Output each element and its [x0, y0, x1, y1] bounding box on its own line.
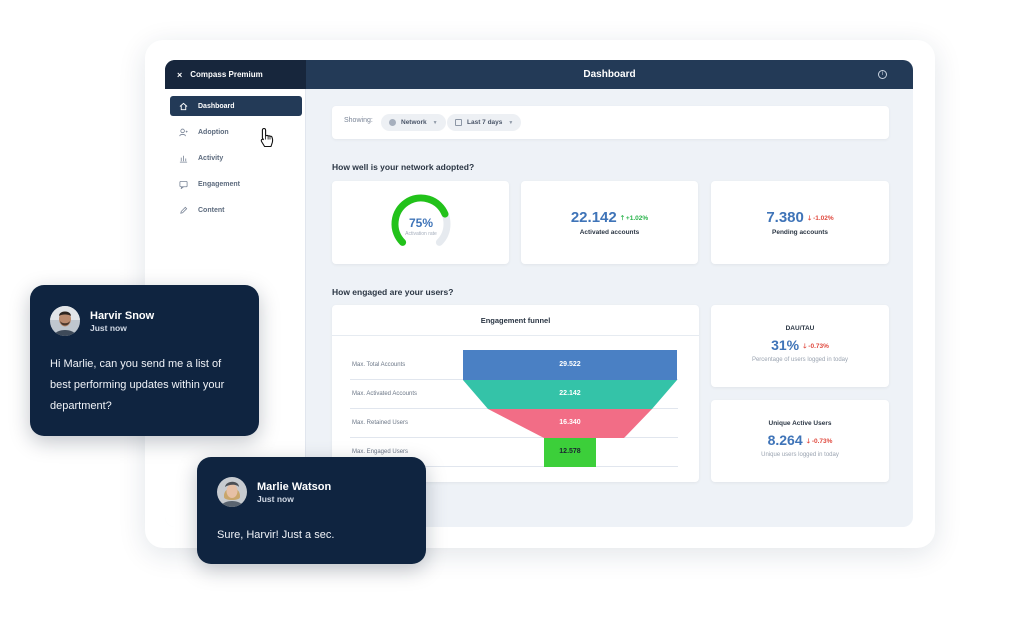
chat-message-harvir: Harvir Snow Just now Hi Marlie, can you …: [30, 285, 259, 436]
gauge-fill: [391, 194, 449, 246]
dau-title: DAU/TAU: [785, 325, 815, 332]
funnel-stage-retained: [488, 409, 652, 438]
chat-timestamp: Just now: [257, 494, 294, 504]
funnel-stage-activated: [463, 380, 677, 409]
engagement-funnel-card: Engagement funnel Max. Total Accounts Ma…: [332, 305, 699, 482]
pencil-icon: [179, 206, 188, 215]
funnel-stage-engaged: [544, 438, 596, 467]
period-filter-dropdown[interactable]: Last 7 days ▼: [447, 114, 522, 131]
sidebar-item-adoption[interactable]: Adoption: [170, 122, 302, 142]
funnel-stage-value: 22.142: [559, 390, 581, 397]
sidebar-item-label: Adoption: [198, 128, 229, 136]
uau-value: 8.264: [767, 432, 803, 448]
sidebar-item-dashboard[interactable]: Dashboard: [170, 96, 302, 116]
home-icon: [179, 102, 188, 111]
bar-chart-icon: [179, 154, 188, 163]
sidebar-item-label: Content: [198, 206, 225, 214]
close-icon[interactable]: ×: [177, 69, 183, 80]
gauge-label: Activation rate: [405, 231, 437, 237]
funnel-stage-label: Max. Retained Users: [352, 420, 409, 426]
uau-title: Unique Active Users: [768, 420, 832, 427]
funnel-stage-label: Max. Total Accounts: [352, 362, 406, 368]
activation-gauge: 75% Activation rate: [384, 190, 458, 256]
uau-metric: 8.264 🡓 -0.73%: [711, 432, 889, 450]
filter-bar: Showing: Network ▼ Last 7 days ▼: [332, 106, 889, 139]
dau-delta: 🡓 -0.73%: [803, 343, 829, 350]
activated-metric: 22.142 🡑 +1.02%: [521, 209, 698, 227]
uau-delta: 🡓 -0.73%: [806, 438, 833, 445]
showing-label: Showing:: [344, 117, 373, 124]
activated-delta: 🡑 +1.02%: [620, 215, 649, 222]
period-filter-label: Last 7 days: [467, 119, 503, 126]
brand-header: × Compass Premium: [165, 60, 306, 89]
funnel-title: Engagement funnel: [480, 316, 551, 325]
funnel-stage-value: 16.340: [559, 419, 581, 426]
avatar: [50, 306, 80, 336]
chat-sender-name: Harvir Snow: [90, 310, 155, 322]
activated-value: 22.142: [570, 209, 617, 226]
dau-tau-card: DAU/TAU 31% 🡓 -0.73% Percentage of users …: [711, 305, 889, 387]
pending-label: Pending accounts: [772, 229, 828, 236]
avatar: [217, 477, 247, 507]
uau-sub: Unique users logged in today: [761, 452, 839, 458]
unique-active-users-card: Unique Active Users 8.264 🡓 -0.73% Unique…: [711, 400, 889, 482]
pending-accounts-card: 7.380 🡓 -1.02% Pending accounts: [711, 181, 889, 264]
dau-sub: Percentage of users logged in today: [751, 357, 849, 363]
brand-name: Compass Premium: [190, 70, 263, 79]
funnel-stage-value: 12.578: [559, 448, 581, 455]
adoption-section-title: How well is your network adopted?: [332, 162, 475, 172]
chat-message-text: Sure, Harvir! Just a sec.: [217, 529, 335, 541]
network-filter-label: Network: [401, 119, 427, 126]
sidebar-item-label: Dashboard: [198, 102, 235, 110]
user-add-icon: [179, 128, 188, 137]
chat-timestamp: Just now: [90, 323, 127, 333]
calendar-icon: [455, 119, 462, 126]
page-title: Dashboard: [583, 69, 636, 80]
pending-value: 7.380: [766, 209, 804, 226]
activated-accounts-card: 22.142 🡑 +1.02% Activated accounts: [521, 181, 698, 264]
message-icon: [179, 180, 188, 190]
network-filter-dropdown[interactable]: Network ▼: [381, 114, 446, 131]
engagement-section-title: How engaged are your users?: [332, 287, 454, 297]
chat-message-marlie: Marlie Watson Just now Sure, Harvir! Jus…: [197, 457, 426, 564]
sidebar-item-label: Engagement: [198, 180, 241, 188]
network-icon: [389, 119, 396, 126]
sidebar-item-content[interactable]: Content: [170, 200, 302, 220]
dau-metric: 31% 🡓 -0.73%: [711, 337, 889, 355]
dashboard-app: × Compass Premium Dashboard i Dashboard …: [165, 60, 913, 527]
chat-sender-name: Marlie Watson: [257, 481, 332, 493]
dau-value: 31%: [771, 337, 800, 353]
activated-label: Activated accounts: [579, 229, 640, 236]
sidebar-item-engagement[interactable]: Engagement: [170, 174, 302, 194]
sidebar-item-activity[interactable]: Activity: [170, 148, 302, 168]
funnel-stage-label: Max. Activated Accounts: [352, 391, 418, 397]
chevron-down-icon: ▼: [432, 119, 438, 126]
pending-metric: 7.380 🡓 -1.02%: [711, 209, 889, 227]
top-bar: × Compass Premium Dashboard i: [165, 60, 913, 89]
info-icon[interactable]: i: [878, 70, 887, 79]
hand-cursor-icon: [260, 127, 274, 148]
pending-delta: 🡓 -1.02%: [807, 215, 834, 222]
sidebar-item-label: Activity: [198, 154, 224, 162]
chat-message-text: Hi Marlie, can you send me a list of bes…: [50, 358, 225, 412]
funnel-stage-value: 29.522: [559, 361, 581, 368]
funnel-chart: [463, 350, 677, 467]
chevron-down-icon: ▼: [508, 119, 514, 126]
funnel-stage-total: [463, 350, 677, 380]
activation-gauge-card: 75% Activation rate: [332, 181, 509, 264]
gauge-value: 75%: [408, 216, 434, 230]
funnel-stage-label: Max. Engaged Users: [352, 449, 409, 455]
